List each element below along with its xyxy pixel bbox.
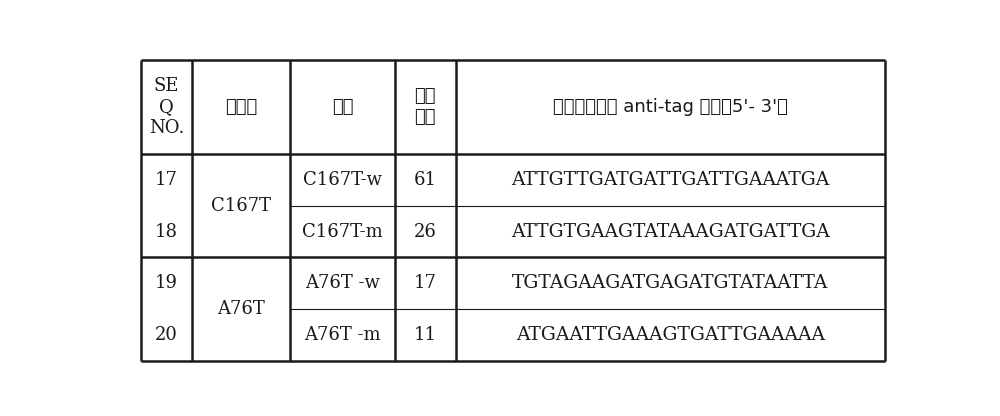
Text: C167T-m: C167T-m	[302, 223, 383, 240]
Text: Q: Q	[159, 98, 174, 116]
Text: 26: 26	[414, 223, 437, 240]
Text: 编号: 编号	[415, 108, 436, 126]
Text: 微球: 微球	[415, 87, 436, 105]
Text: 18: 18	[155, 223, 178, 240]
Text: 20: 20	[155, 326, 178, 344]
Text: 微球上对应的 anti-tag 序列（5'- 3'）: 微球上对应的 anti-tag 序列（5'- 3'）	[553, 98, 788, 116]
Text: C167T-w: C167T-w	[303, 171, 382, 189]
Text: ATGAATTGAAAGTGATTGAAAAA: ATGAATTGAAAGTGATTGAAAAA	[516, 326, 825, 344]
Text: 类型: 类型	[332, 98, 353, 116]
Text: 17: 17	[414, 274, 437, 292]
Text: A76T: A76T	[217, 300, 265, 318]
Text: 19: 19	[155, 274, 178, 292]
Text: ATTGTGAAGTATAAAGATGATTGA: ATTGTGAAGTATAAAGATGATTGA	[511, 223, 830, 240]
Text: 基因型: 基因型	[225, 98, 257, 116]
Text: C167T: C167T	[211, 197, 271, 215]
Text: A76T -m: A76T -m	[304, 326, 381, 344]
Text: 11: 11	[414, 326, 437, 344]
Text: SE: SE	[154, 77, 179, 95]
Text: TGTAGAAGATGAGATGTATAATTA: TGTAGAAGATGAGATGTATAATTA	[512, 274, 828, 292]
Text: ATTGTTGATGATTGATTGAAATGA: ATTGTTGATGATTGATTGAAATGA	[511, 171, 829, 189]
Text: 17: 17	[155, 171, 178, 189]
Text: 61: 61	[414, 171, 437, 189]
Text: A76T -w: A76T -w	[305, 274, 380, 292]
Text: NO.: NO.	[149, 119, 184, 137]
